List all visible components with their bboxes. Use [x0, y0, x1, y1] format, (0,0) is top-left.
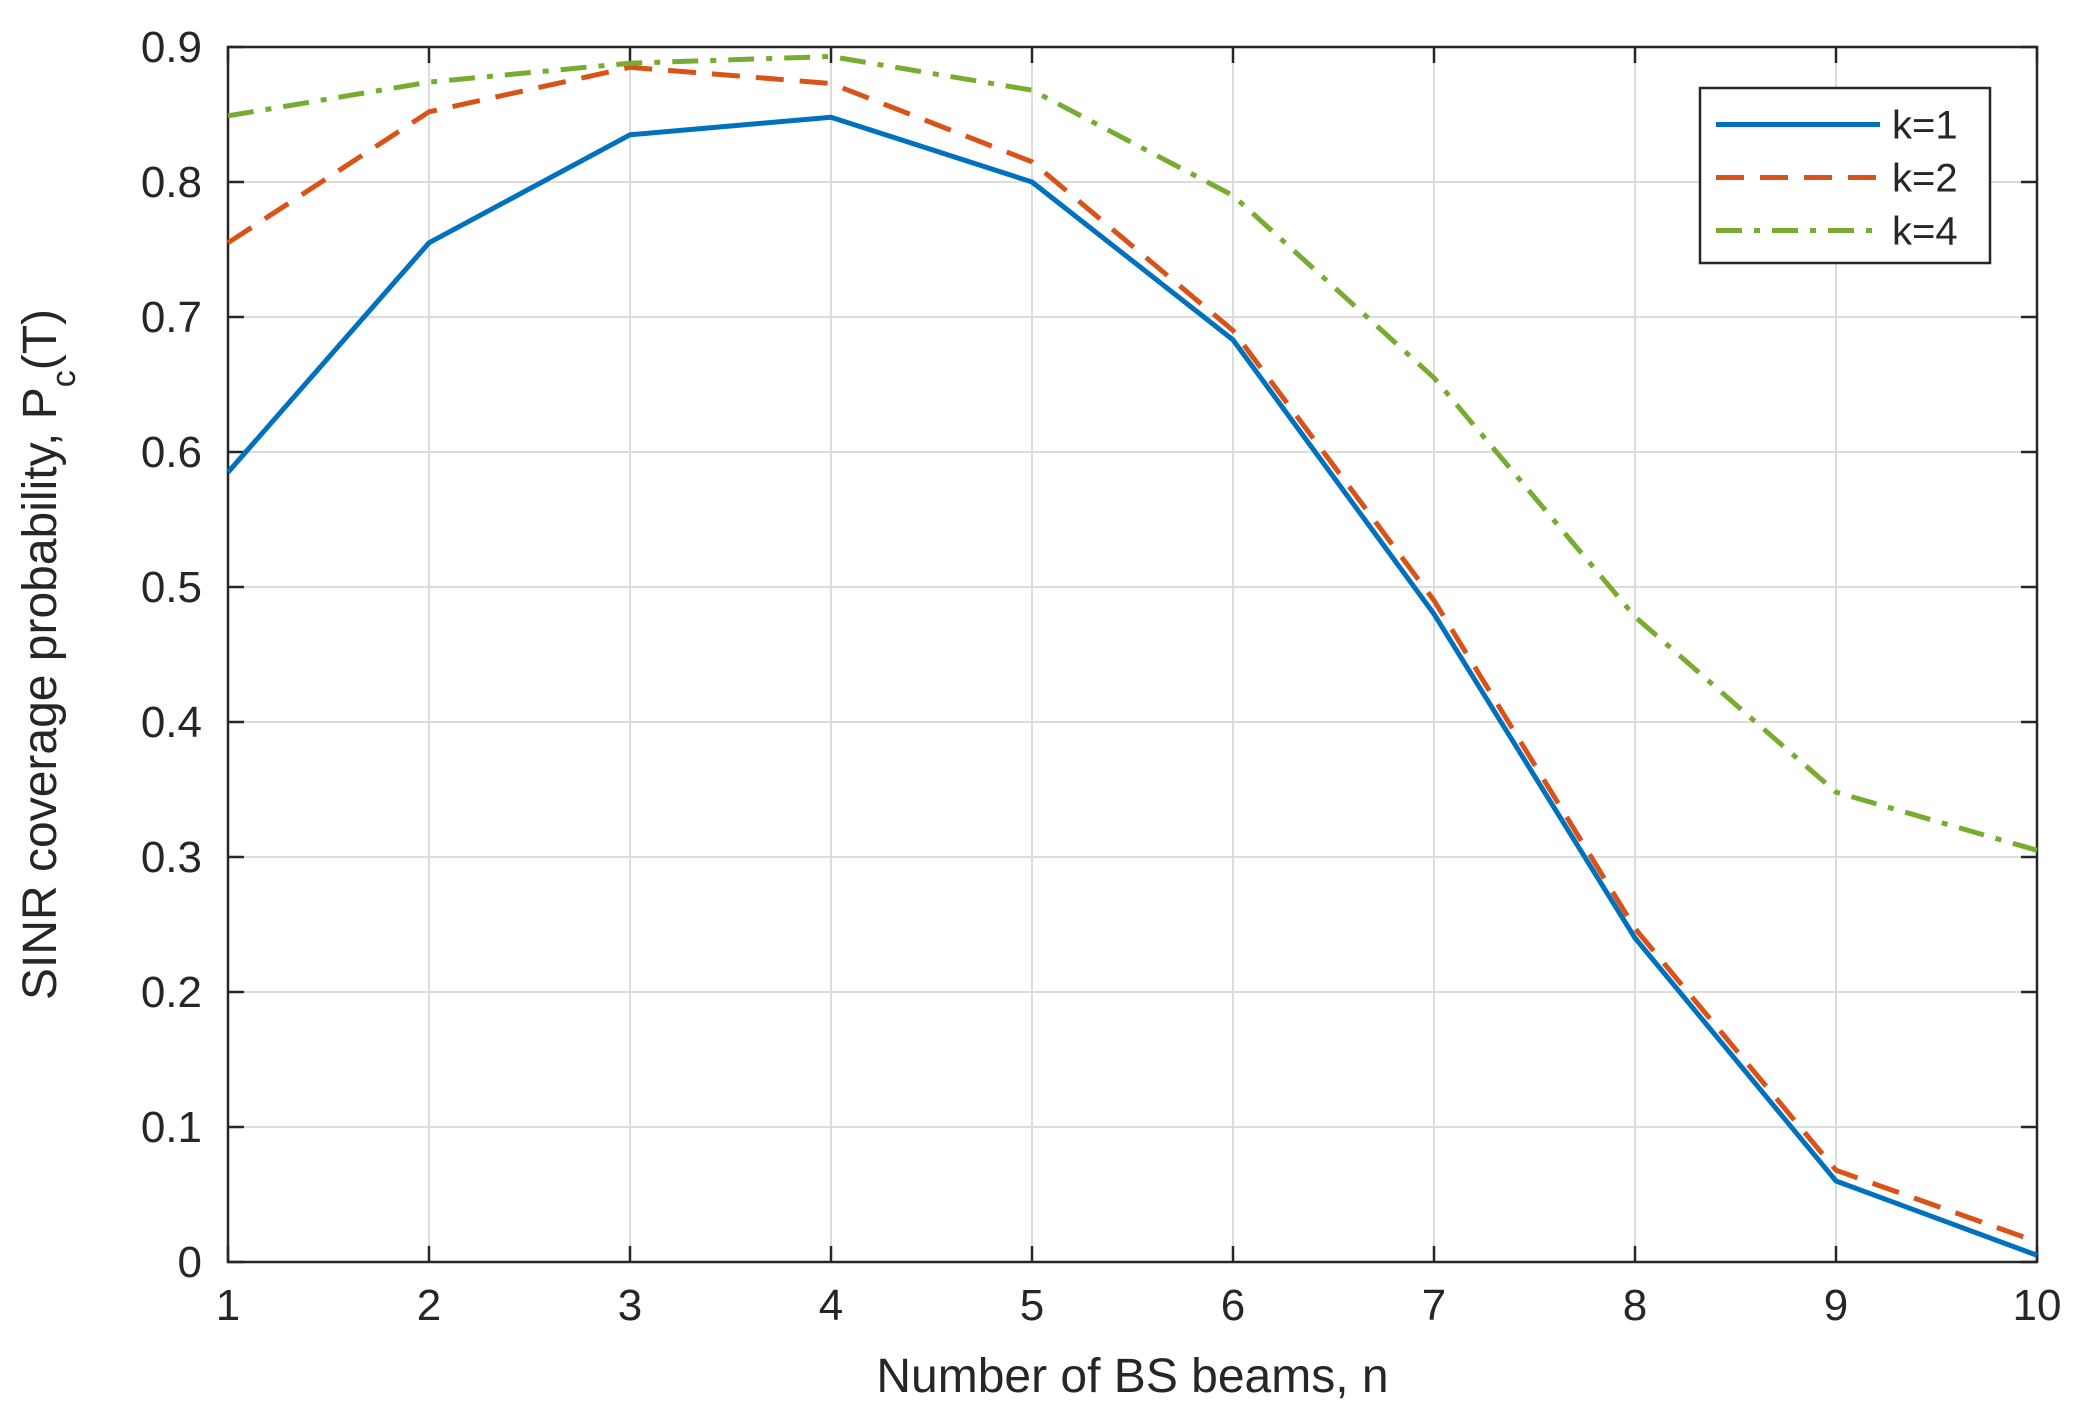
legend-box — [1698, 86, 1992, 265]
y-axis-label-main: SINR coverage probability, P — [14, 387, 67, 1000]
x-tick-label: 6 — [1221, 1281, 1245, 1330]
y-tick-label: 0.9 — [141, 23, 202, 72]
series-line-k=2 — [226, 64, 2038, 1245]
x-tick-label: 5 — [1020, 1281, 1044, 1330]
legend-label-k=2: k=2 — [1892, 157, 1958, 201]
x-tick-label: 4 — [819, 1281, 843, 1330]
y-tick-label: 0.2 — [141, 968, 202, 1017]
y-tick-label: 0.8 — [141, 158, 202, 207]
x-axis-label: Number of BS beams, n — [876, 1350, 1388, 1403]
y-tick-label: 0.3 — [141, 833, 202, 882]
plot-area-frame — [226, 45, 2039, 1264]
series-line-k=1 — [226, 114, 2038, 1258]
legend: k=1 k=2 k=4 — [1698, 86, 1992, 265]
x-tick-label: 9 — [1824, 1281, 1848, 1330]
y-tick-label: 0.4 — [141, 698, 202, 747]
x-tick-label: 8 — [1623, 1281, 1647, 1330]
x-tick-label: 3 — [618, 1281, 642, 1330]
y-axis: 0 0.1 0.2 0.3 0.4 0.5 0.6 0.7 0.8 0.9 — [141, 23, 2037, 1287]
x-tick-label: 10 — [2013, 1281, 2062, 1330]
x-axis: 1 2 3 4 5 6 7 8 9 10 — [216, 47, 2062, 1330]
y-tick-label: 0.6 — [141, 428, 202, 477]
series-group — [226, 54, 2038, 1258]
y-tick-label: 0.5 — [141, 563, 202, 612]
y-axis-label-tail: (T) — [14, 309, 67, 370]
y-tick-label: 0.7 — [141, 293, 202, 342]
series-line-k=4 — [227, 54, 2038, 853]
y-axis-label-subscript: c — [45, 370, 83, 387]
legend-label-k=1: k=1 — [1892, 104, 1958, 148]
x-tick-label: 2 — [417, 1281, 441, 1330]
y-tick-label: 0.1 — [141, 1103, 202, 1152]
x-tick-label: 1 — [216, 1281, 240, 1330]
legend-label-k=4: k=4 — [1892, 210, 1958, 254]
y-tick-label: 0 — [178, 1238, 202, 1287]
y-axis-label: SINR coverage probability, Pc(T) — [14, 309, 83, 1000]
x-tick-label: 7 — [1422, 1281, 1446, 1330]
